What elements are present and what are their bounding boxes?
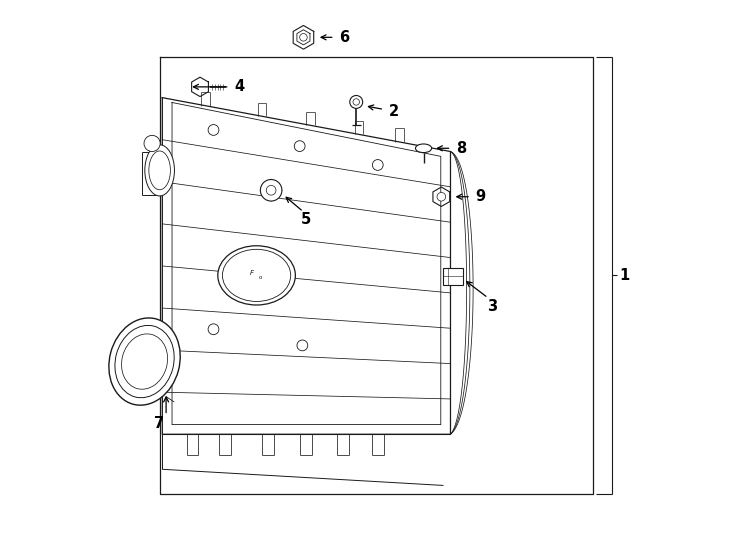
Text: 6: 6 [340,30,349,45]
Ellipse shape [145,145,175,196]
Ellipse shape [218,246,295,305]
Text: 7: 7 [154,416,164,431]
Text: F: F [250,269,254,276]
Circle shape [144,136,160,152]
Text: 4: 4 [234,79,244,94]
Text: 5: 5 [301,212,311,227]
Circle shape [353,99,360,105]
Circle shape [372,160,383,170]
Ellipse shape [115,326,174,398]
Ellipse shape [415,144,432,153]
Ellipse shape [109,318,181,405]
Circle shape [266,185,276,195]
Text: 3: 3 [487,299,497,314]
Circle shape [208,125,219,136]
Circle shape [208,324,219,335]
Text: 1: 1 [619,268,629,283]
Text: 2: 2 [388,104,399,119]
Circle shape [294,141,305,152]
Ellipse shape [122,334,167,389]
Text: o: o [259,274,263,280]
Ellipse shape [222,249,291,301]
FancyBboxPatch shape [443,268,463,285]
Circle shape [297,340,308,351]
Circle shape [350,96,363,109]
Text: 8: 8 [456,141,466,156]
Circle shape [261,179,282,201]
Circle shape [299,33,308,41]
Ellipse shape [149,151,170,190]
Text: 9: 9 [475,189,485,204]
Circle shape [437,192,446,201]
